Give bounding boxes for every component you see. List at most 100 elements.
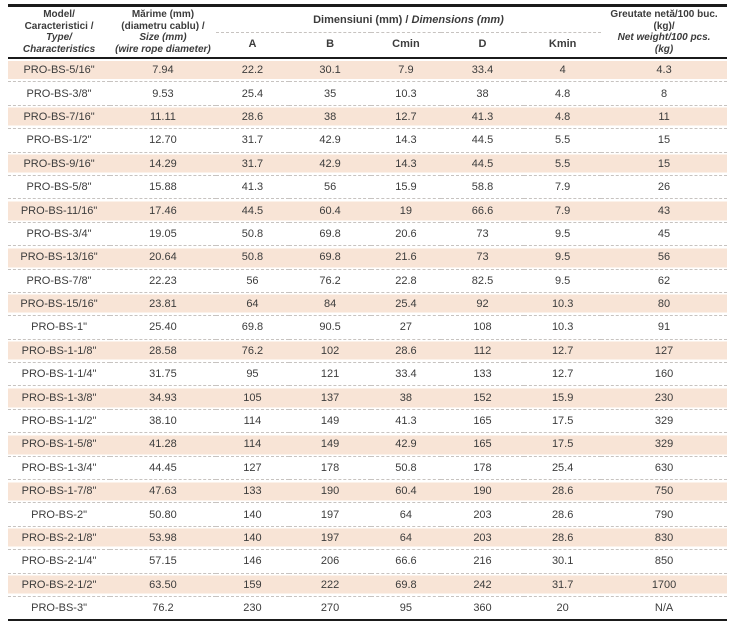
dim-b-cell: 149 bbox=[289, 432, 372, 457]
dim-a-cell: 64 bbox=[215, 292, 290, 317]
model-cell: PRO-BS-1-3/8" bbox=[8, 385, 111, 410]
dim-a-cell: 140 bbox=[215, 526, 290, 551]
dim-a-cell: 140 bbox=[215, 502, 290, 527]
dim-kmin-cell: 30.1 bbox=[524, 549, 602, 574]
weight-cell: 8 bbox=[601, 81, 727, 106]
column-header-size: Mărime (mm) (diametru cablu) / Size (mm)… bbox=[110, 5, 216, 59]
model-cell: PRO-BS-13/16" bbox=[8, 245, 111, 270]
model-cell: PRO-BS-7/8" bbox=[8, 269, 111, 293]
dim-kmin-cell: 15.9 bbox=[524, 385, 602, 410]
weight-cell: 850 bbox=[601, 549, 727, 574]
size-cell: 7.94 bbox=[110, 58, 216, 83]
dim-b-cell: 60.4 bbox=[289, 198, 372, 223]
dim-d-cell: 152 bbox=[440, 385, 525, 410]
weight-cell: 230 bbox=[601, 385, 727, 410]
weight-cell: 329 bbox=[601, 432, 727, 457]
dim-cmin-cell: 64 bbox=[371, 502, 441, 527]
weight-cell: 160 bbox=[601, 362, 727, 387]
dim-cmin-cell: 14.3 bbox=[371, 152, 441, 176]
weight-cell: 80 bbox=[601, 292, 727, 317]
weight-cell: N/A bbox=[654, 602, 674, 615]
header-model-line1: Model/ bbox=[43, 9, 75, 20]
weight-cell: 62 bbox=[601, 269, 727, 293]
dim-b-cell: 38 bbox=[289, 105, 372, 130]
dim-cmin-cell: 22.8 bbox=[371, 269, 441, 293]
dim-kmin-cell: 5.5 bbox=[524, 128, 602, 153]
dim-d-cell: 190 bbox=[440, 479, 525, 504]
dim-d-cell: 360 bbox=[473, 602, 492, 615]
dim-kmin-cell: 10.3 bbox=[524, 292, 602, 317]
dim-d-cell: 44.5 bbox=[440, 128, 525, 153]
size-cell: 25.40 bbox=[110, 315, 216, 340]
dim-b-cell: 149 bbox=[289, 409, 372, 434]
dim-d-cell: 82.5 bbox=[440, 269, 525, 293]
table-row: PRO-BS-3/4" 19.05 50.8 69.8 20.6 73 9.5 45 bbox=[8, 222, 727, 247]
dim-kmin-cell: 9.5 bbox=[524, 222, 602, 247]
column-header-cmin: Cmin bbox=[371, 32, 441, 59]
dim-kmin-cell: 10.3 bbox=[524, 315, 602, 340]
dim-kmin-cell: 31.7 bbox=[524, 573, 602, 597]
table-row: PRO-BS-1-3/8" 34.93 105 137 38 152 15.9 230 bbox=[8, 385, 727, 410]
dim-kmin-cell: 9.5 bbox=[524, 245, 602, 270]
dim-b-cell: 270 bbox=[320, 602, 340, 615]
weight-cell: 790 bbox=[601, 502, 727, 527]
dim-d-cell: 92 bbox=[440, 292, 525, 317]
table-row: PRO-BS-11/16" 17.46 44.5 60.4 19 66.6 7.9 43 bbox=[8, 198, 727, 223]
dim-b-cell: 102 bbox=[289, 339, 372, 364]
model-cell: PRO-BS-7/16" bbox=[8, 105, 111, 130]
dim-a-cell: 44.5 bbox=[215, 198, 290, 223]
dim-d-cell: 73 bbox=[440, 222, 525, 247]
size-cell: 14.29 bbox=[110, 152, 216, 176]
weight-cell: 45 bbox=[601, 222, 727, 247]
dim-b-cell: 178 bbox=[289, 456, 372, 481]
dim-b-cell: 42.9 bbox=[289, 128, 372, 153]
weight-cell: 329 bbox=[601, 409, 727, 434]
dim-b-cell: 69.8 bbox=[289, 222, 372, 247]
table-row: PRO-BS-2-1/2" 63.50 159 222 69.8 242 31.7 1700 bbox=[8, 573, 727, 597]
column-header-model: Model/ Caracteristici / Type/ Characteri… bbox=[8, 5, 111, 59]
dim-d-cell: 38 bbox=[440, 81, 525, 106]
dim-kmin-cell: 7.9 bbox=[524, 175, 602, 200]
dim-a-cell: 41.3 bbox=[215, 175, 290, 200]
dim-d-cell: 66.6 bbox=[440, 198, 525, 223]
dim-cmin-cell: 28.6 bbox=[371, 339, 441, 364]
table-row: PRO-BS-3/8" 9.53 25.4 35 10.3 38 4.8 8 bbox=[8, 81, 727, 106]
header-dimensions-en: Dimensions (mm) bbox=[411, 14, 504, 27]
dim-kmin-cell: 4.8 bbox=[524, 105, 602, 130]
dim-kmin-cell: 7.9 bbox=[524, 198, 602, 223]
dim-cmin-cell: 20.6 bbox=[371, 222, 441, 247]
dim-kmin-cell: 20 bbox=[556, 602, 569, 615]
dim-d-cell: 33.4 bbox=[440, 58, 525, 83]
dim-cmin-cell: 69.8 bbox=[371, 573, 441, 597]
dim-b-cell: 137 bbox=[289, 385, 372, 410]
dim-a-cell: 31.7 bbox=[215, 152, 290, 176]
dim-d-cell: 41.3 bbox=[440, 105, 525, 130]
dim-kmin-cell: 12.7 bbox=[524, 339, 602, 364]
table-row: PRO-BS-13/16" 20.64 50.8 69.8 21.6 73 9.5 56 bbox=[8, 245, 727, 270]
dim-a-cell: 25.4 bbox=[215, 81, 290, 106]
dim-b-cell: 35 bbox=[289, 81, 372, 106]
size-cell: 15.88 bbox=[110, 175, 216, 200]
model-cell: PRO-BS-1-1/4" bbox=[8, 362, 111, 387]
weight-cell: 91 bbox=[601, 315, 727, 340]
dim-d-cell: 73 bbox=[440, 245, 525, 270]
dim-b-cell: 56 bbox=[289, 175, 372, 200]
size-cell: 23.81 bbox=[110, 292, 216, 317]
table-row: PRO-BS-2-1/4" 57.15 146 206 66.6 216 30.1 850 bbox=[8, 549, 727, 574]
dim-cmin-cell: 10.3 bbox=[371, 81, 441, 106]
model-cell: PRO-BS-11/16" bbox=[8, 198, 111, 223]
weight-cell: 4.3 bbox=[601, 58, 727, 83]
dim-a-cell: 133 bbox=[215, 479, 290, 504]
dim-d-cell: 58.8 bbox=[440, 175, 525, 200]
size-cell: 63.50 bbox=[110, 573, 216, 597]
dim-a-cell: 230 bbox=[243, 602, 262, 615]
model-cell: PRO-BS-15/16" bbox=[8, 292, 111, 317]
size-cell: 19.05 bbox=[110, 222, 216, 247]
dim-cmin-cell: 27 bbox=[371, 315, 441, 340]
size-cell: 9.53 bbox=[110, 81, 216, 106]
dim-kmin-cell: 28.6 bbox=[524, 479, 602, 504]
size-cell: 44.45 bbox=[110, 456, 216, 481]
dim-kmin-cell: 28.6 bbox=[524, 502, 602, 527]
model-cell: PRO-BS-2-1/4" bbox=[8, 549, 111, 574]
dim-a-cell: 95 bbox=[215, 362, 290, 387]
